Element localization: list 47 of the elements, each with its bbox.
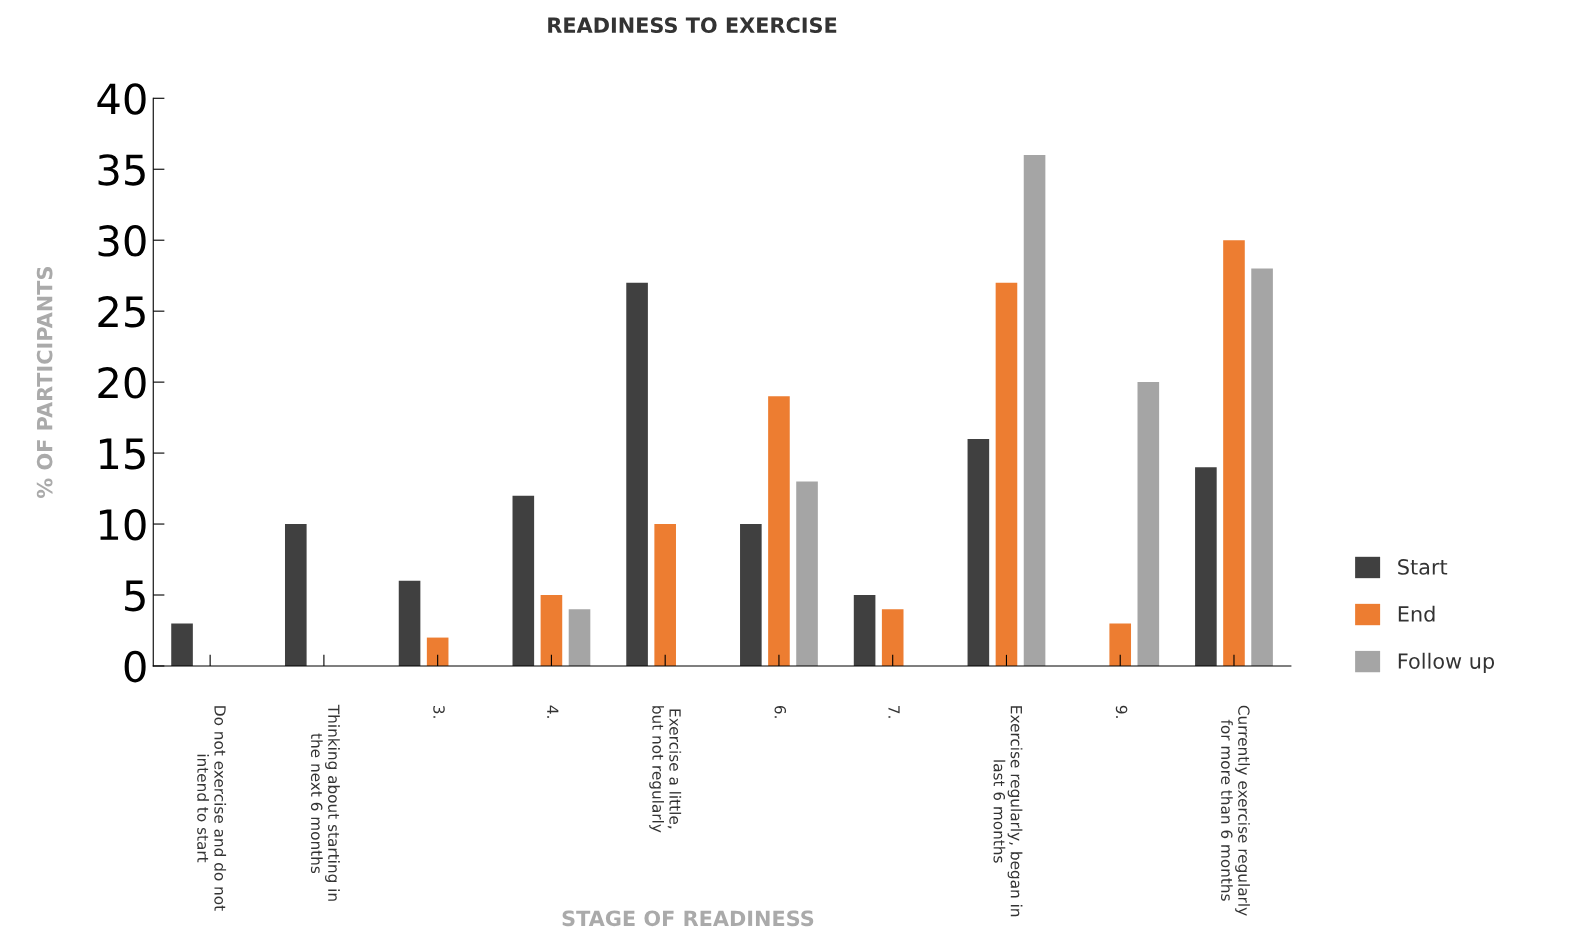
y-tick-label: 35: [98, 154, 145, 186]
bar: [967, 438, 990, 666]
bar: [853, 595, 876, 666]
bar: [654, 524, 676, 666]
bar: [881, 609, 904, 666]
bar: [540, 595, 563, 666]
legend-label: Start: [1398, 559, 1448, 575]
bar: [995, 282, 1018, 666]
y-tick-label: 15: [99, 438, 145, 470]
bar: [740, 524, 762, 666]
x-tick-label: 9.: [1115, 705, 1128, 718]
x-tick-label: 4.: [547, 705, 559, 718]
bar: [1195, 467, 1217, 666]
y-tick-label: 20: [98, 367, 146, 399]
y-tick-label: 30: [98, 225, 146, 257]
x-tick-label: 6.: [774, 705, 787, 718]
y-tick-label: 25: [98, 296, 145, 328]
x-axis-title: STAGE OF READINESS: [562, 910, 814, 927]
y-tick-label: 40: [97, 83, 146, 115]
y-tick-label: 5: [125, 580, 145, 612]
bar: [1023, 155, 1046, 666]
x-tick-label: Exercise a little, but not regularly: [649, 706, 682, 833]
y-axis-title: % OF PARTICIPANTS: [36, 267, 53, 498]
bar: [426, 637, 449, 666]
bar: [796, 481, 818, 666]
legend-label: End: [1398, 605, 1435, 622]
bar: [512, 495, 535, 666]
bar: [568, 609, 591, 666]
bar: [768, 396, 790, 666]
bar: [1109, 623, 1132, 666]
bar: [1223, 240, 1245, 666]
x-tick-label: Do not exercise and do not intend to start: [197, 706, 227, 911]
x-tick-label: 7.: [888, 706, 900, 718]
x-tick-label: Currently exercise regularly for more than 6 months: [1220, 705, 1250, 916]
bar: [1137, 382, 1160, 666]
bar: [626, 282, 648, 666]
x-tick-label: Thinking about starting in the next 6 months: [310, 704, 340, 901]
bar: [284, 524, 307, 666]
x-tick-label: 3.: [433, 706, 445, 718]
legend-label: Follow up: [1398, 652, 1495, 673]
y-tick-label: 0: [124, 650, 146, 683]
chart-title: READINESS TO EXERCISE: [548, 17, 837, 34]
bar: [171, 623, 193, 666]
bar: [1251, 268, 1273, 666]
x-tick-label: Exercise regularly, began in last 6 months: [993, 706, 1023, 917]
bar: [398, 580, 421, 666]
y-tick-label: 10: [99, 508, 146, 541]
